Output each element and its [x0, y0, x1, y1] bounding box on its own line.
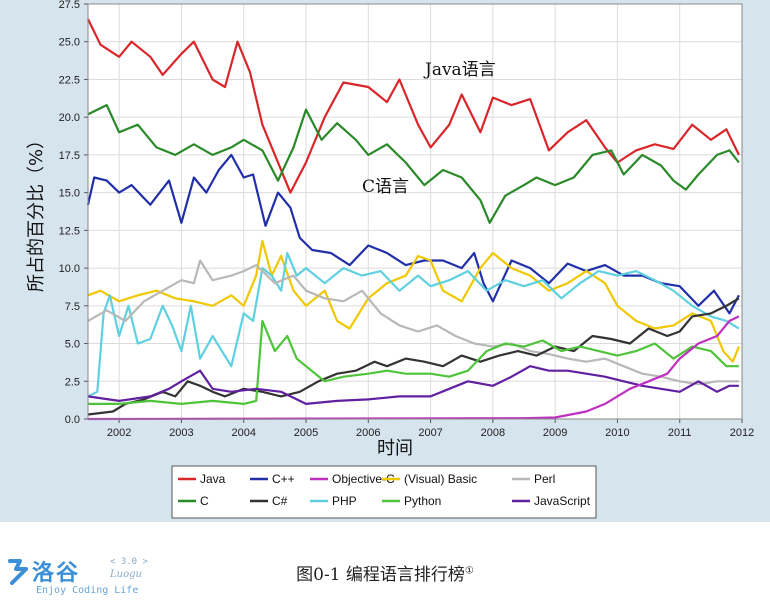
x-tick-label: 2005: [294, 427, 318, 439]
figure-caption: 图0-1 编程语言排行榜①: [0, 560, 770, 585]
x-tick-label: 2004: [231, 427, 255, 439]
logo-subtitle: Luogu: [110, 569, 142, 580]
y-tick-label: 20.0: [59, 112, 80, 124]
y-tick-label: 5.0: [65, 339, 80, 351]
y-tick-label: 10.0: [59, 263, 80, 275]
logo-version: < 3.0 >: [110, 557, 148, 567]
series-line-java: [87, 18, 740, 194]
plot-frame: [87, 3, 743, 420]
series-line-objective-c: [87, 315, 740, 421]
y-tick-label: 0.0: [65, 414, 80, 426]
x-tick-label: 2008: [481, 427, 505, 439]
legend-box: [171, 465, 597, 519]
line-chart: 0.0 2.5 5.0 7.5 10.0 12.5 15.0 17.5 20.0 22.5 25.0…: [26, 0, 754, 519]
series-line-c: [87, 104, 740, 224]
x-axis-label: 时间: [377, 438, 413, 459]
legend-label: Java: [200, 472, 226, 486]
x-tick-label: 2012: [730, 427, 754, 439]
logo-name: 洛谷: [32, 561, 81, 586]
x-tick-label: 2010: [605, 427, 629, 439]
legend-label: C#: [272, 494, 288, 508]
series-line-perl: [87, 259, 739, 386]
y-tick-label: 27.5: [59, 0, 80, 11]
x-tick-label: 2006: [356, 427, 380, 439]
x-tick-label: 2002: [107, 427, 131, 439]
y-tick-label: 25.0: [59, 37, 80, 49]
luogu-mascot-icon: [8, 559, 28, 585]
legend-label: Python: [404, 494, 441, 508]
chart-panel: 0.0 2.5 5.0 7.5 10.0 12.5 15.0 17.5 20.0 22.5 25.0…: [0, 0, 770, 522]
y-tick-label: 17.5: [59, 150, 80, 162]
y-tick-label: 22.5: [59, 74, 80, 86]
y-tick-label: 2.5: [65, 376, 80, 388]
annotation-java: Java语言: [423, 60, 496, 80]
legend-label: JavaScript: [534, 494, 591, 508]
logo-tagline: Enjoy Coding Life: [36, 585, 139, 596]
series-line-python: [88, 319, 739, 405]
x-tick-label: 2007: [418, 427, 442, 439]
y-tick-label: 7.5: [65, 301, 80, 313]
caption-footnote: ①: [464, 565, 474, 577]
x-tick-label: 2011: [668, 427, 692, 439]
series-line-php: [87, 251, 740, 398]
legend-label: (Visual) Basic: [404, 472, 477, 486]
legend-label: Objective-C: [332, 472, 395, 486]
footer: [0, 522, 770, 600]
series-line--visual-basic: [87, 239, 740, 363]
legend-label: C++: [272, 472, 295, 486]
x-tick-label: 2003: [169, 427, 193, 439]
y-tick-label: 15.0: [59, 188, 80, 200]
luogu-logo: 洛谷 < 3.0 > Luogu Enjoy Coding Life: [6, 555, 166, 600]
legend-label: C: [200, 494, 209, 508]
series-line-javascript: [87, 365, 739, 405]
caption-text: 图0-1 编程语言排行榜: [296, 565, 465, 585]
legend-label: Perl: [534, 472, 555, 486]
series-line-c-: [87, 297, 740, 416]
x-tick-label: 2009: [543, 427, 567, 439]
y-axis-label: 所占的百分比（%）: [26, 131, 47, 292]
annotation-c: C语言: [362, 177, 409, 197]
plot-area: [87, 3, 743, 420]
legend-label: PHP: [332, 494, 357, 508]
y-tick-label: 12.5: [59, 225, 80, 237]
